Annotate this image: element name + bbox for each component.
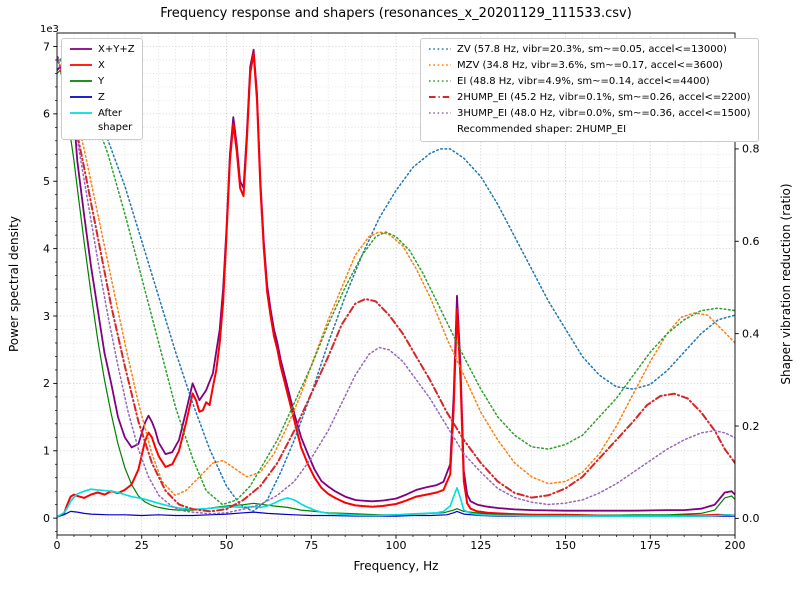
- chart-title: Frequency response and shapers (resonanc…: [160, 6, 632, 21]
- legend-label: MZV (34.8 Hz, vibr=3.6%, sm~=0.17, accel…: [457, 60, 723, 71]
- legend-label: EI (48.8 Hz, vibr=4.9%, sm~=0.14, accel<…: [457, 76, 710, 87]
- legend-line-swatch: [69, 107, 93, 123]
- legend-entry-after_shaper: After shaper: [69, 107, 135, 135]
- legend-entry-y: Y: [69, 75, 135, 91]
- legend-label: Recommended shaper: 2HUMP_EI: [457, 124, 627, 135]
- legend-line-swatch: [428, 75, 452, 91]
- legend-line-swatch: [428, 59, 452, 75]
- y-left-tick-label: 6: [43, 108, 50, 121]
- legend-label: X+Y+Z: [98, 44, 135, 55]
- x-tick-label: 150: [555, 539, 576, 552]
- y-left-tick-label: 1: [43, 445, 50, 458]
- y-right-tick-label: 0.4: [742, 327, 760, 340]
- x-tick-label: 175: [640, 539, 661, 552]
- x-tick-label: 100: [386, 539, 407, 552]
- y-right-tick-label: 0.6: [742, 235, 760, 248]
- y-left-tick-label: 5: [43, 175, 50, 188]
- legend-label: Y: [98, 76, 105, 87]
- legend-line-swatch: [69, 91, 93, 107]
- y-right-tick-label: 0.0: [742, 512, 760, 525]
- series-2HUMP_EI: [57, 55, 735, 513]
- series-MZV: [57, 55, 735, 497]
- y-left-tick-label: 2: [43, 377, 50, 390]
- series-after_shaper: [57, 486, 735, 518]
- legend-entry-ZV: ZV (57.8 Hz, vibr=20.3%, sm~=0.05, accel…: [428, 43, 751, 59]
- y-left-tick-label: 3: [43, 310, 50, 323]
- x-axis-label: Frequency, Hz: [353, 559, 439, 573]
- legend-entry-xyz: X+Y+Z: [69, 43, 135, 59]
- legend-entry-2HUMP_EI: 2HUMP_EI (45.2 Hz, vibr=0.1%, sm~=0.26, …: [428, 91, 751, 107]
- shaper-legend: ZV (57.8 Hz, vibr=20.3%, sm~=0.05, accel…: [420, 38, 759, 142]
- y-right-tick-label: 0.2: [742, 420, 760, 433]
- series-ZV: [57, 55, 735, 513]
- y-axis-label-left: Power spectral density: [7, 215, 21, 353]
- legend-label: X: [98, 60, 105, 71]
- y-left-tick-label: 4: [43, 242, 50, 255]
- legend-label: After shaper: [98, 108, 133, 133]
- x-tick-label: 125: [470, 539, 491, 552]
- legend-label: ZV (57.8 Hz, vibr=20.3%, sm~=0.05, accel…: [457, 44, 727, 55]
- x-tick-label: 200: [725, 539, 746, 552]
- legend-recommended-shaper: Recommended shaper: 2HUMP_EI: [428, 123, 751, 137]
- legend-swatch-empty: [428, 123, 452, 124]
- legend-line-swatch: [428, 43, 452, 59]
- legend-line-swatch: [69, 59, 93, 75]
- legend-entry-MZV: MZV (34.8 Hz, vibr=3.6%, sm~=0.17, accel…: [428, 59, 751, 75]
- series-3HUMP_EI: [57, 55, 735, 515]
- x-tick-label: 75: [304, 539, 318, 552]
- series-EI: [57, 55, 735, 506]
- y-left-tick-label: 0: [43, 512, 50, 525]
- y-axis-label-right: Shaper vibration reduction (ratio): [779, 183, 793, 385]
- axis-scale-offset: 1e3: [40, 24, 59, 35]
- legend-label: 3HUMP_EI (48.0 Hz, vibr=0.0%, sm~=0.36, …: [457, 108, 751, 119]
- x-tick-label: 50: [220, 539, 234, 552]
- y-left-tick-label: 7: [43, 40, 50, 53]
- legend-entry-3HUMP_EI: 3HUMP_EI (48.0 Hz, vibr=0.0%, sm~=0.36, …: [428, 107, 751, 123]
- psd-legend: X+Y+Z X Y Z After shaper: [61, 38, 143, 140]
- legend-label: 2HUMP_EI (45.2 Hz, vibr=0.1%, sm~=0.26, …: [457, 92, 751, 103]
- legend-line-swatch: [428, 107, 452, 123]
- legend-entry-EI: EI (48.8 Hz, vibr=4.9%, sm~=0.14, accel<…: [428, 75, 751, 91]
- legend-line-swatch: [69, 43, 93, 59]
- series-x: [57, 52, 735, 518]
- legend-entry-x: X: [69, 59, 135, 75]
- y-right-tick-label: 0.8: [742, 143, 760, 156]
- series-layer: [57, 48, 735, 518]
- x-tick-label: 25: [135, 539, 149, 552]
- legend-line-swatch: [69, 75, 93, 91]
- legend-label: Z: [98, 92, 105, 103]
- x-tick-label: 0: [54, 539, 61, 552]
- legend-entry-z: Z: [69, 91, 135, 107]
- legend-line-swatch: [428, 91, 452, 107]
